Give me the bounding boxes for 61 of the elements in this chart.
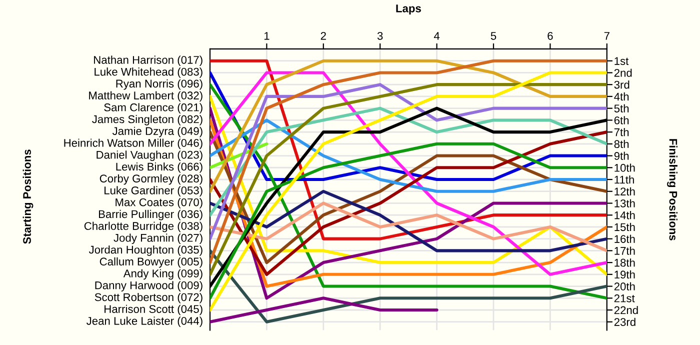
series-label: Sam Clarence (021)	[104, 103, 202, 114]
x-tick-label: 6	[548, 32, 553, 40]
y-tick-label: 14th	[614, 211, 635, 220]
y-tick-label: 21st	[614, 294, 635, 302]
y-tick-label: 17th	[614, 246, 635, 255]
y-tick-label: 2nd	[614, 68, 632, 77]
y-tick-label: 20th	[614, 282, 635, 290]
series-label: Ryan Norris (096)	[116, 79, 202, 90]
y-tick-label: 3rd	[614, 80, 630, 89]
text: Starting Positions	[22, 150, 34, 244]
y-tick-label: 10th	[614, 164, 635, 172]
y-tick-label: 16th	[614, 234, 635, 243]
line-series	[210, 59, 607, 193]
series-label: Charlotte Burridge (038)	[84, 222, 202, 232]
series-label: Matthew Lambert (032)	[89, 91, 202, 102]
x-tick-label: 5	[490, 32, 496, 40]
series-label: Lewis Binks (066)	[116, 162, 202, 173]
y-tick-label: 11th	[614, 175, 634, 184]
y-tick-label: 18th	[614, 258, 635, 267]
series-label: Heinrich Watson Miller (046)	[64, 138, 202, 150]
y-tick-label: 8th	[614, 140, 629, 148]
series-label: James Singleton (082)	[92, 114, 202, 126]
series-label: Corby Gormley (028)	[100, 174, 202, 185]
y-tick-label: 12th	[614, 187, 635, 196]
y-tick-label: 7th	[614, 128, 629, 136]
series-label: Barrie Pullinger (036)	[98, 210, 202, 220]
series-label: Jean Luke Laister (044)	[86, 316, 202, 328]
y-tick-label: 5th	[614, 104, 629, 112]
series-label: Daniel Vaughan (023)	[96, 150, 202, 161]
series-label: Callum Bowyer (005)	[100, 257, 202, 268]
x-tick-label: 2	[320, 32, 326, 40]
x-tick-label: 1	[264, 32, 270, 40]
series-label: Nathan Harrison (017)	[94, 56, 202, 66]
series-label: Jordan Houghton (035)	[88, 246, 202, 256]
y-tick-label: 22nd	[614, 306, 638, 314]
series-label: Jamie Dzyra (049)	[112, 126, 202, 138]
series-label: Luke Whitehead (083)	[94, 68, 202, 78]
x-tick-label: 3	[377, 32, 383, 40]
y-tick-label: 6th	[614, 116, 629, 124]
y-tick-label: 1st	[614, 57, 629, 65]
series-label: Harrison Scott (045)	[104, 304, 202, 316]
y-tick-label: 4th	[614, 92, 629, 101]
series-label: Max Coates (070)	[116, 198, 202, 208]
series-label: Jody Fannin (027)	[114, 234, 202, 244]
series-label: Luke Gardiner (053)	[104, 186, 202, 197]
series-label: Andy King (099)	[123, 269, 202, 280]
series-label: Scott Robertson (072)	[94, 292, 202, 304]
line-series	[210, 249, 607, 324]
y-tick-label: 23rd	[614, 318, 636, 326]
y-axis-title: Finishing Positions	[667, 139, 678, 240]
y-tick-label: 15th	[614, 222, 635, 232]
y-tick-label: 13th	[614, 199, 635, 208]
y-tick-label: 19th	[614, 270, 635, 279]
line-series	[210, 118, 607, 193]
line-series	[210, 202, 607, 252]
y-tick-label: 9th	[614, 152, 629, 160]
line-series	[210, 190, 607, 252]
x-tick-label: 7	[604, 32, 610, 40]
x-axis-title: Laps	[396, 4, 421, 15]
series-label: Danny Harwood (009)	[95, 281, 202, 292]
x-tick-label: 4	[434, 32, 440, 40]
